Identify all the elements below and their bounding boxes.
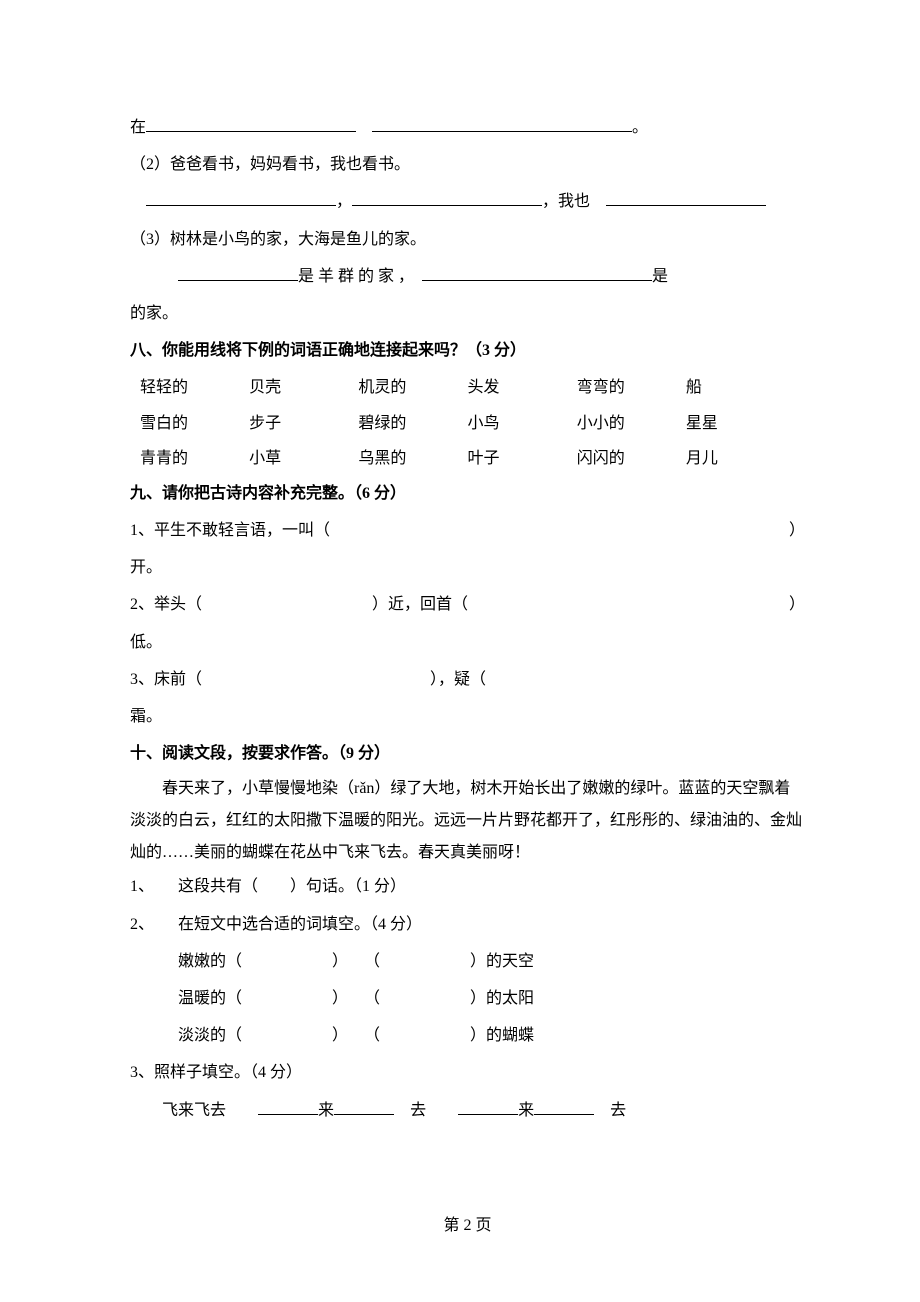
- q9-2: 2、举头（ ）近，回首（ ）: [130, 587, 805, 622]
- l5-mid2: 是: [652, 268, 668, 285]
- word: 小小的: [577, 406, 686, 441]
- blank: [458, 1097, 518, 1115]
- word: 碧绿的: [358, 406, 467, 441]
- word: 闪闪的: [577, 441, 686, 476]
- blank: [178, 263, 298, 281]
- blank: [422, 263, 652, 281]
- word: 小鸟: [468, 406, 577, 441]
- word: 星星: [686, 406, 795, 441]
- q9-2-c: ）: [789, 587, 805, 622]
- f1c: ）的天空: [470, 953, 534, 970]
- q9-2-b: ）近，回首（: [372, 587, 468, 622]
- q3-m1: 来: [318, 1102, 334, 1119]
- q10-3-fill: 飞来飞去 来 去 来 去: [130, 1093, 805, 1128]
- f3c: ）的蝴蝶: [470, 1027, 534, 1044]
- line-1: 在 。: [130, 110, 805, 145]
- blank: [146, 114, 356, 132]
- q3-m4: 去: [610, 1102, 626, 1119]
- line-2: （2）爸爸看书，妈妈看书，我也看书。: [130, 147, 805, 182]
- q9-1: 1、平生不敢轻言语，一叫（ ）: [130, 513, 805, 548]
- section-9-title: 九、请你把古诗内容补充完整。（6 分）: [130, 476, 805, 511]
- q10-2: 2、 在短文中选合适的词填空。（4 分）: [130, 907, 805, 942]
- q3-prefix: 飞来飞去: [162, 1102, 226, 1119]
- word: 小草: [249, 441, 358, 476]
- q3-m2: 去: [410, 1102, 426, 1119]
- word-row-2: 雪白的 步子 碧绿的 小鸟 小小的 星星: [130, 406, 805, 441]
- blank: [534, 1097, 594, 1115]
- l1-suffix: 。: [632, 119, 648, 136]
- word: 月儿: [686, 441, 795, 476]
- word: 机灵的: [358, 370, 467, 405]
- f3a: 淡淡的（: [178, 1027, 242, 1044]
- section-10-title: 十、阅读文段，按要求作答。（9 分）: [130, 736, 805, 771]
- word: 步子: [249, 406, 358, 441]
- fill-3: 淡淡的（ ） （ ）的蝴蝶: [130, 1018, 805, 1053]
- word-row-3: 青青的 小草 乌黑的 叶子 闪闪的 月儿: [130, 441, 805, 476]
- word: 叶子: [468, 441, 577, 476]
- f2c: ）的太阳: [470, 990, 534, 1007]
- q9-3-c: 霜。: [130, 699, 805, 734]
- l5-mid1: 是 羊 群 的 家 ，: [298, 268, 406, 285]
- q9-1-b: ）: [789, 513, 805, 548]
- q10-1: 1、 这段共有（ ）句话。（1 分）: [130, 869, 805, 904]
- q9-2-a: 2、举头（: [130, 587, 202, 622]
- q9-3-a: 3、床前（: [130, 671, 202, 688]
- word: 贝壳: [249, 370, 358, 405]
- blank: [334, 1097, 394, 1115]
- line-5: 是 羊 群 的 家 ， 是: [130, 259, 805, 294]
- l1-prefix: 在: [130, 119, 146, 136]
- line-3: ， ，我也: [130, 184, 805, 219]
- blank: [146, 189, 336, 207]
- blank: [606, 189, 766, 207]
- q9-3-b: ），疑（: [430, 671, 486, 688]
- l3-mid1: ，: [336, 193, 352, 210]
- blank: [258, 1097, 318, 1115]
- q9-2-d: 低。: [130, 625, 805, 660]
- f2b: ） （: [332, 990, 380, 1007]
- q9-3: 3、床前（ ），疑（: [130, 662, 805, 697]
- word: 船: [686, 370, 795, 405]
- q3-m3: 来: [518, 1102, 534, 1119]
- reading-passage: 春天来了，小草慢慢地染（rǎn）绿了大地，树木开始长出了嫩嫩的绿叶。蓝蓝的天空飘…: [130, 773, 805, 869]
- f1b: ） （: [332, 953, 380, 970]
- word: 乌黑的: [358, 441, 467, 476]
- q9-1-c: 开。: [130, 550, 805, 585]
- line-4: （3）树林是小鸟的家，大海是鱼儿的家。: [130, 222, 805, 257]
- word: 青青的: [140, 441, 249, 476]
- fill-2: 温暖的（ ） （ ）的太阳: [130, 981, 805, 1016]
- word: 头发: [468, 370, 577, 405]
- q10-3: 3、照样子填空。（4 分）: [130, 1055, 805, 1090]
- l6-suffix: 的家。: [130, 305, 178, 322]
- blank: [372, 114, 632, 132]
- word: 弯弯的: [577, 370, 686, 405]
- q9-1-a: 1、平生不敢轻言语，一叫（: [130, 513, 330, 548]
- f3b: ） （: [332, 1027, 380, 1044]
- f1a: 嫩嫩的（: [178, 953, 242, 970]
- f2a: 温暖的（: [178, 990, 242, 1007]
- page-footer: 第 2 页: [130, 1208, 805, 1243]
- fill-1: 嫩嫩的（ ） （ ）的天空: [130, 944, 805, 979]
- blank: [352, 189, 542, 207]
- section-8-title: 八、你能用线将下例的词语正确地连接起来吗？（3 分）: [130, 333, 805, 368]
- word: 雪白的: [140, 406, 249, 441]
- word-row-1: 轻轻的 贝壳 机灵的 头发 弯弯的 船: [130, 370, 805, 405]
- l3-mid2: ，我也: [542, 193, 590, 210]
- word: 轻轻的: [140, 370, 249, 405]
- line-6: 的家。: [130, 296, 805, 331]
